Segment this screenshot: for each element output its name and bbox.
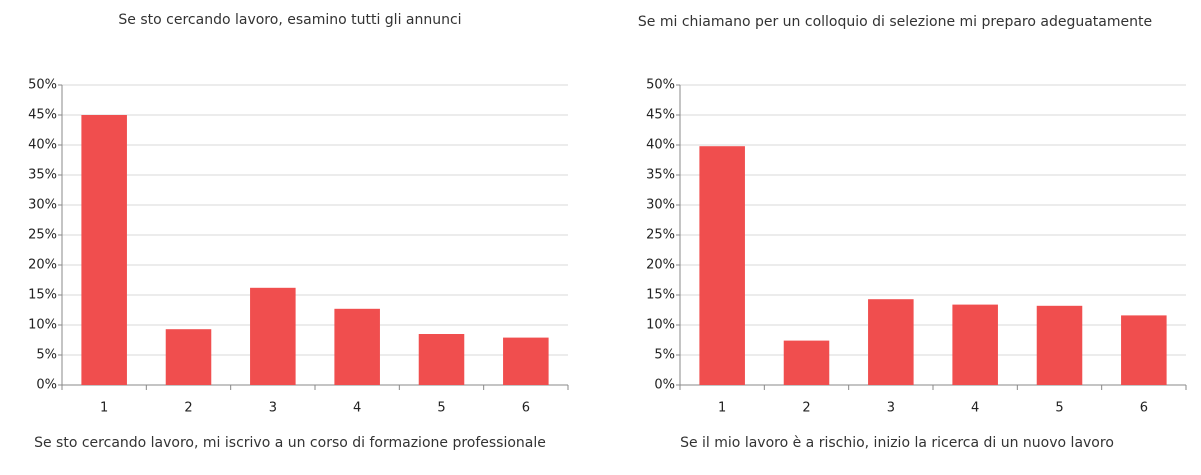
x-tick-label: 3: [269, 401, 277, 416]
chart-title: Se sto cercando lavoro, mi iscrivo a un …: [34, 435, 546, 451]
bar: [1121, 315, 1167, 385]
x-tick-label: 6: [522, 401, 530, 416]
bar: [334, 308, 380, 385]
y-tick-label: 20%: [646, 258, 675, 273]
chart-title: Se mi chiamano per un colloquio di selez…: [637, 14, 1153, 30]
y-tick-label: 20%: [28, 258, 57, 273]
y-tick-label: 15%: [646, 288, 675, 303]
y-tick-label: 40%: [28, 138, 57, 153]
y-tick-label: 50%: [28, 78, 57, 93]
bar: [81, 115, 127, 385]
bar: [1036, 305, 1083, 385]
bar: [165, 329, 212, 385]
x-tick-label: 1: [100, 401, 108, 416]
y-tick-label: 35%: [28, 168, 57, 183]
y-tick-label: 30%: [646, 198, 675, 213]
x-tick-label: 5: [437, 401, 445, 416]
chart-title: Se il mio lavoro è a rischio, inizio la …: [680, 435, 1114, 451]
y-tick-label: 15%: [28, 288, 57, 303]
y-tick-label: 5%: [654, 348, 675, 363]
x-tick-label: 4: [353, 401, 361, 416]
y-tick-label: 45%: [28, 108, 57, 123]
x-tick-label: 6: [1140, 401, 1148, 416]
x-tick-label: 4: [971, 401, 979, 416]
x-tick-label: 5: [1055, 401, 1063, 416]
y-tick-label: 30%: [28, 198, 57, 213]
x-tick-label: 1: [718, 401, 726, 416]
y-tick-label: 10%: [28, 318, 57, 333]
bar: [250, 287, 296, 385]
bar: [868, 299, 914, 385]
bar: [699, 146, 745, 385]
x-tick-label: 2: [184, 401, 192, 416]
y-tick-label: 45%: [646, 108, 675, 123]
y-tick-label: 0%: [36, 378, 57, 393]
y-tick-label: 35%: [646, 168, 675, 183]
y-tick-label: 10%: [646, 318, 675, 333]
y-tick-label: 50%: [646, 78, 675, 93]
x-tick-label: 2: [802, 401, 810, 416]
y-tick-label: 5%: [36, 348, 57, 363]
chart-title: Se sto cercando lavoro, esamino tutti gl…: [118, 12, 462, 28]
bar: [783, 340, 830, 385]
x-tick-label: 3: [887, 401, 895, 416]
y-tick-label: 0%: [654, 378, 675, 393]
bar: [418, 334, 465, 385]
y-tick-label: 25%: [646, 228, 675, 243]
y-tick-label: 40%: [646, 138, 675, 153]
bar: [952, 304, 998, 385]
bar: [503, 337, 549, 385]
y-tick-label: 25%: [28, 228, 57, 243]
